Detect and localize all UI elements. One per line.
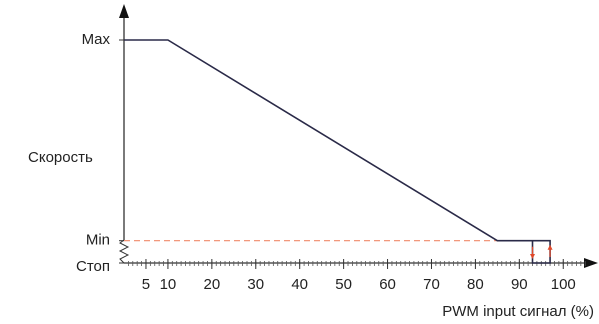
x-tick-label: 80 xyxy=(467,276,484,293)
x-tick-label: 10 xyxy=(160,276,177,293)
y-tick-label: Max xyxy=(82,31,111,48)
hysteresis-arrow-head xyxy=(530,254,536,259)
y-tick-label: Min xyxy=(86,232,110,249)
x-axis-arrow xyxy=(584,258,598,268)
x-tick-label: 90 xyxy=(511,276,528,293)
y-axis-label: Скорость xyxy=(28,149,93,166)
speed-curve xyxy=(124,39,551,264)
x-tick-label: 50 xyxy=(335,276,352,293)
x-tick-label: 60 xyxy=(379,276,396,293)
x-tick-label: 20 xyxy=(204,276,221,293)
y-axis-arrow xyxy=(119,4,129,18)
x-tick-label: 30 xyxy=(247,276,264,293)
y-tick-label: Стоп xyxy=(76,258,110,275)
axis-break xyxy=(118,239,130,264)
x-tick-label: 40 xyxy=(291,276,308,293)
x-tick-label: 70 xyxy=(423,276,440,293)
x-tick-label: 100 xyxy=(551,276,576,293)
hysteresis-arrow-head xyxy=(547,244,553,250)
x-tick-label: 5 xyxy=(142,276,150,293)
x-axis-label: PWM input сигнал (%) xyxy=(442,303,594,320)
